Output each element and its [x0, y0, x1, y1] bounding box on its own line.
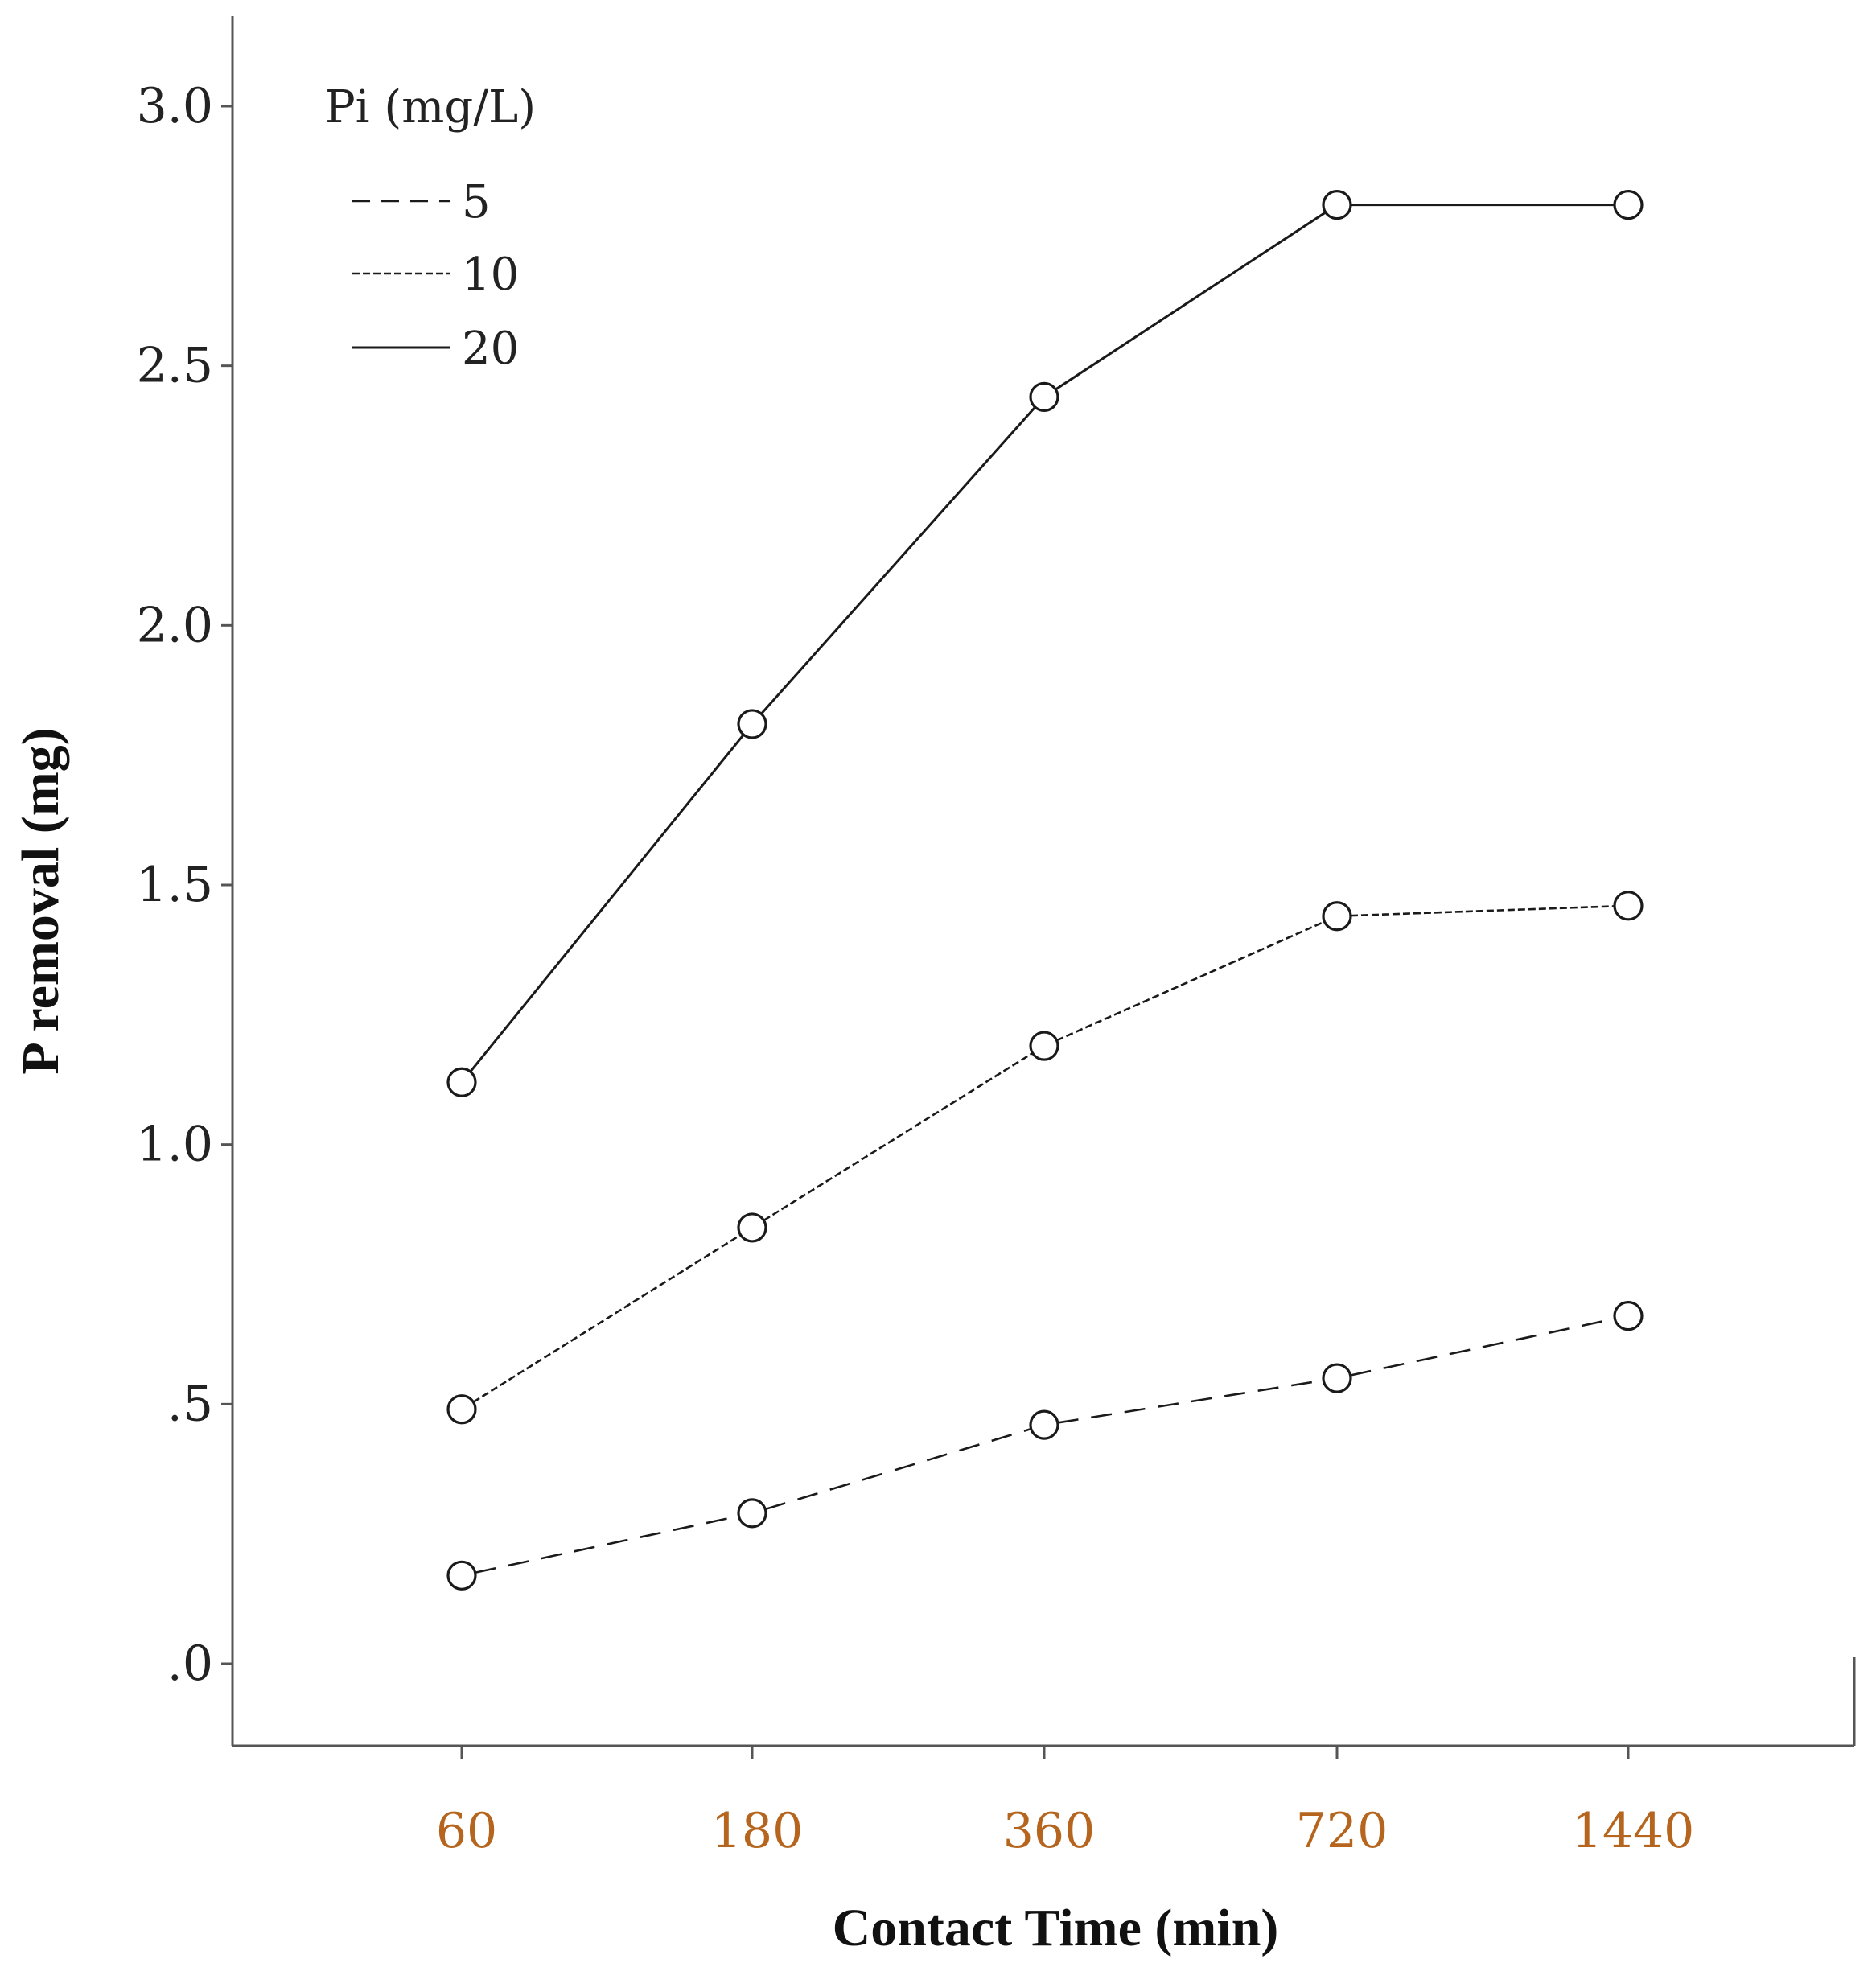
data-point	[737, 1212, 767, 1243]
series-20	[446, 190, 1644, 1097]
series-segment	[469, 734, 745, 1072]
series-segment	[1350, 1317, 1615, 1377]
y-tick-label: 1.0	[137, 1117, 213, 1173]
y-tick-label: .0	[167, 1636, 213, 1692]
series-segment	[1350, 905, 1615, 917]
series-layer	[446, 190, 1644, 1591]
data-point	[1613, 190, 1644, 220]
data-point	[1029, 381, 1059, 412]
y-tick-label: 3.0	[137, 78, 213, 134]
series-segment	[763, 1051, 1034, 1222]
x-axis-title: Contact Time (min)	[833, 1899, 1279, 1957]
data-point	[1613, 891, 1644, 921]
y-axis-title: P removal (mg)	[11, 727, 70, 1074]
data-point	[446, 1394, 477, 1425]
x-tick-label: 1440	[1572, 1803, 1695, 1859]
legend-label: 20	[462, 323, 519, 375]
data-point	[1322, 190, 1352, 220]
data-point	[1029, 1031, 1059, 1061]
y-tick-label: 2.5	[137, 338, 213, 394]
data-point	[1322, 1363, 1352, 1393]
data-point	[1613, 1301, 1644, 1331]
legend-item: 20	[352, 323, 519, 375]
series-5	[446, 1301, 1644, 1591]
data-point	[446, 1067, 477, 1097]
y-tick-label: 2.0	[137, 597, 213, 653]
y-ticks: .0 .5 1.0 1.5 2.0 2.5 3.0	[137, 78, 232, 1692]
x-tick-label: 60	[436, 1803, 497, 1859]
legend-label: 10	[462, 249, 519, 301]
data-point	[737, 1498, 767, 1529]
y-tick-label: .5	[167, 1376, 213, 1432]
data-point	[1322, 901, 1352, 932]
legend-items: 5 10 20	[352, 176, 519, 375]
x-tick-label: 720	[1296, 1803, 1388, 1859]
series-segment	[1057, 1379, 1324, 1424]
legend-title: Pi (mg/L)	[325, 81, 536, 134]
legend-item: 10	[352, 249, 519, 301]
legend: Pi (mg/L) 5 10 20	[325, 81, 536, 375]
series-segment	[1056, 920, 1325, 1042]
legend-item: 5	[352, 176, 491, 228]
series-segment	[1055, 211, 1327, 391]
y-tick-label: 1.5	[137, 857, 213, 913]
data-point	[737, 709, 767, 739]
series-segment	[472, 1233, 742, 1403]
x-ticks: 60 180 360 720 1440	[436, 1746, 1695, 1859]
legend-label: 5	[462, 176, 491, 228]
data-point	[1029, 1409, 1059, 1440]
series-10	[446, 891, 1644, 1425]
series-segment	[475, 1515, 739, 1574]
series-segment	[760, 406, 1036, 715]
data-point	[446, 1560, 477, 1591]
x-tick-label: 360	[1003, 1803, 1096, 1859]
x-tick-label: 180	[711, 1803, 804, 1859]
series-segment	[764, 1427, 1032, 1511]
